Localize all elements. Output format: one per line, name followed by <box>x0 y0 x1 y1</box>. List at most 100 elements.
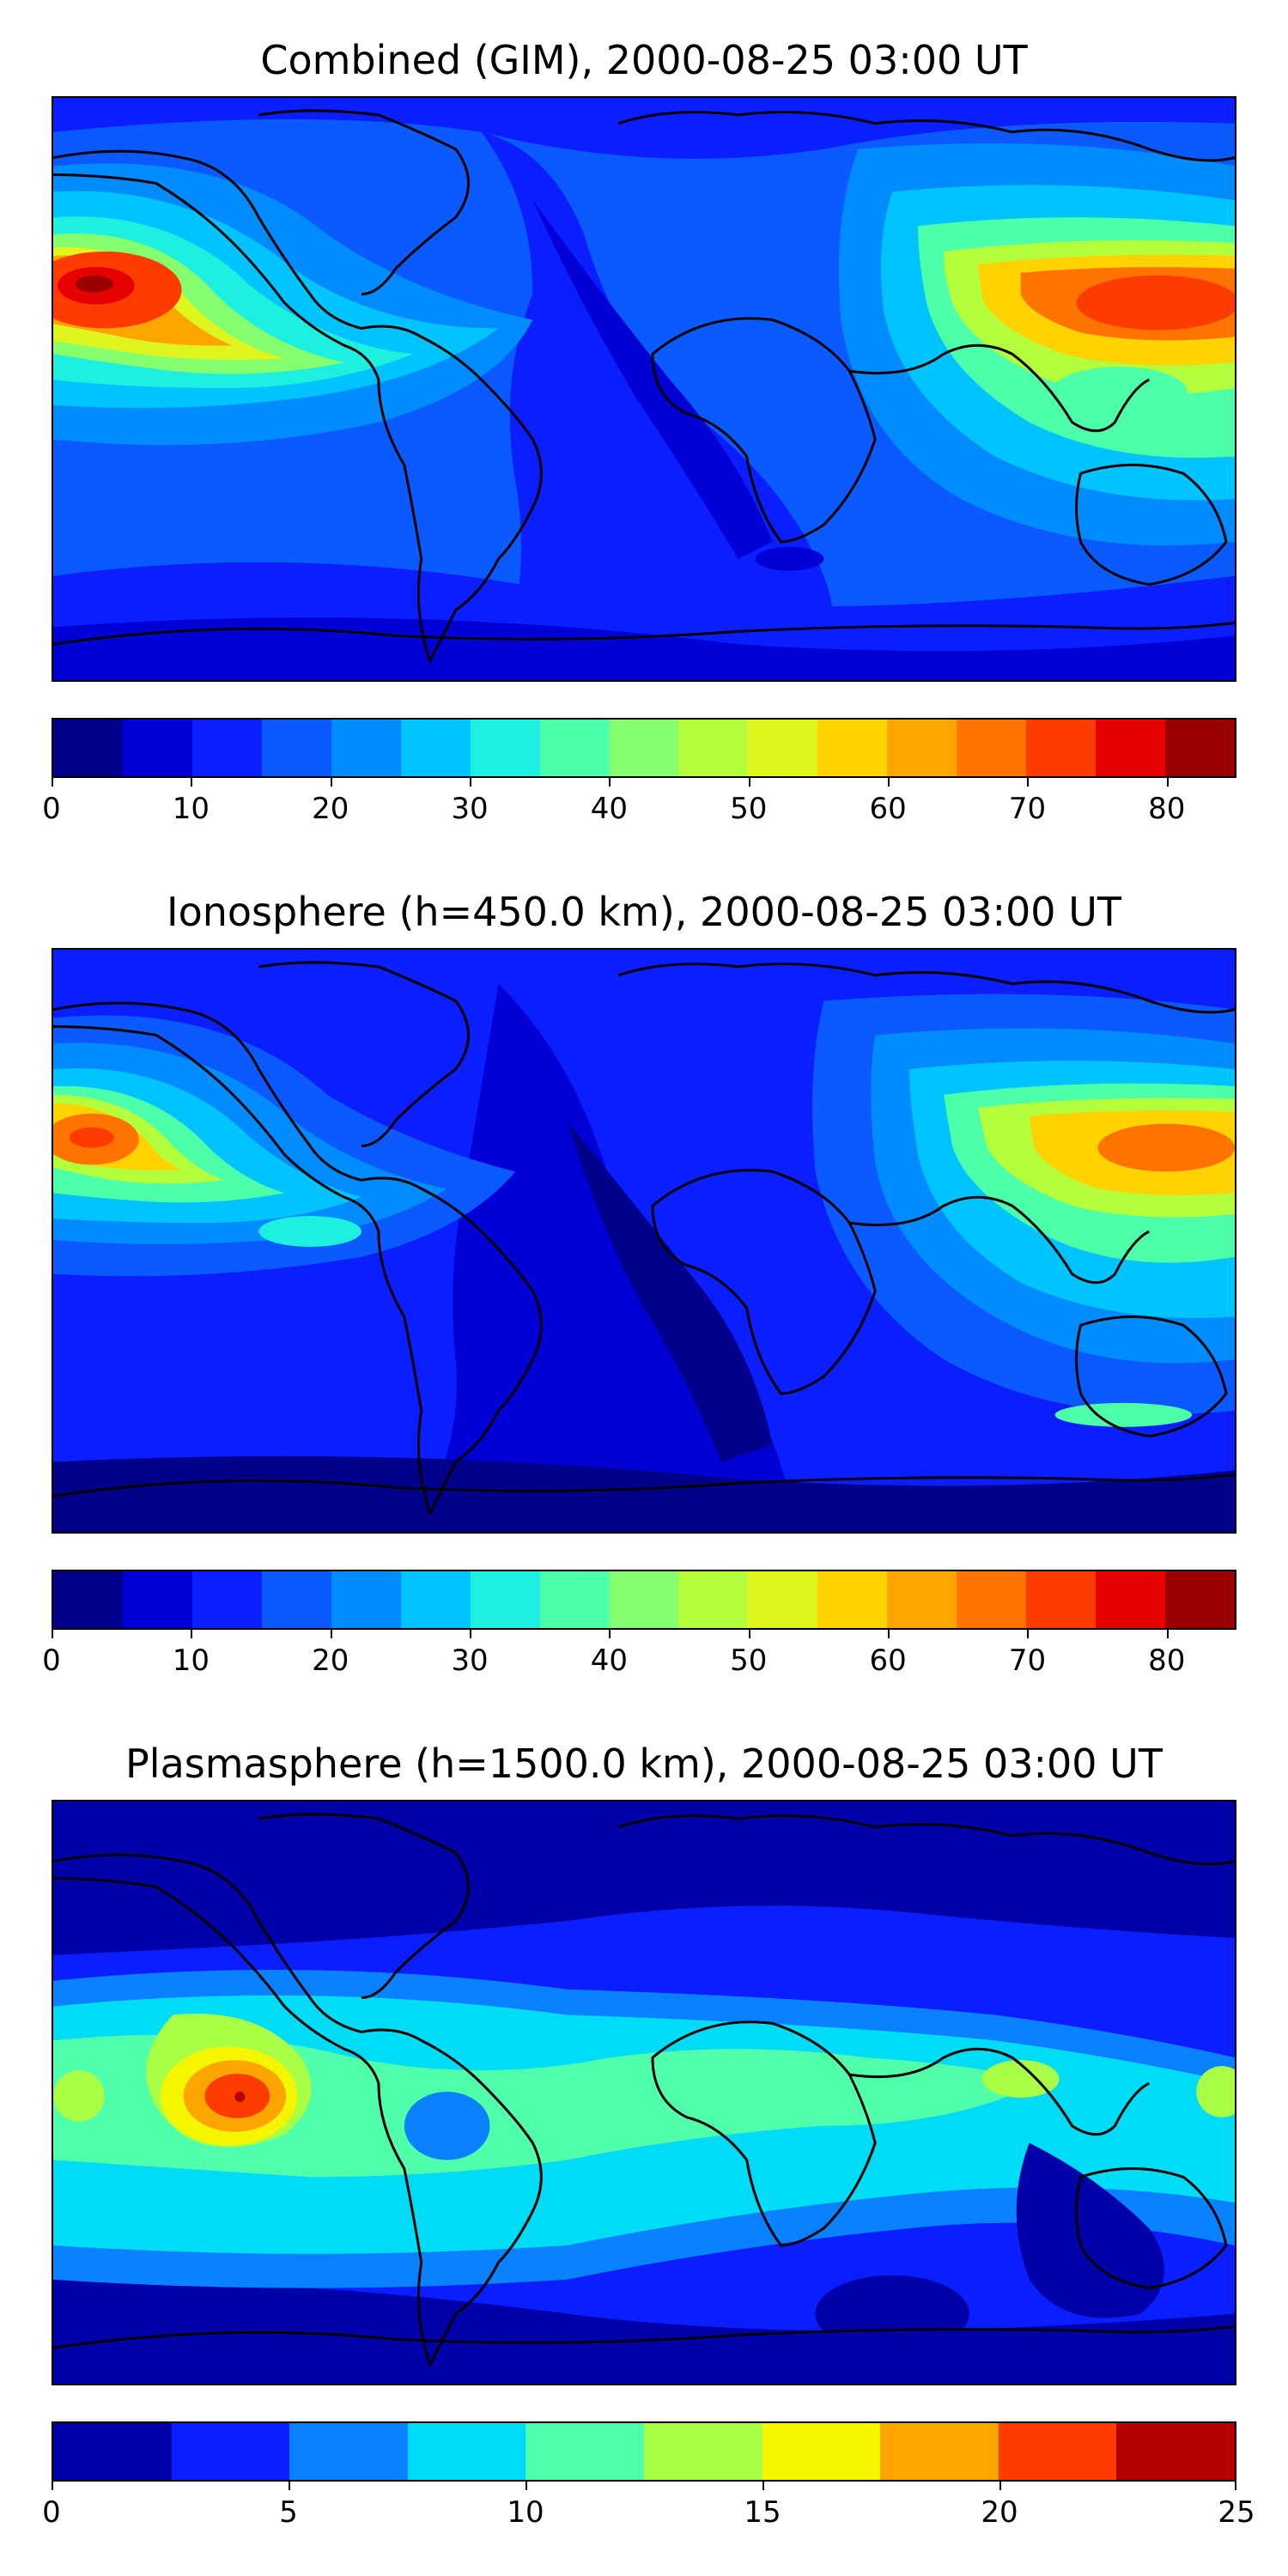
panel-title-plasmasphere: Plasmasphere (h=1500.0 km), 2000-08-25 0… <box>125 1741 1163 1787</box>
colorbar-tick <box>52 1630 53 1638</box>
colorbar-tick-label: 20 <box>981 2495 1018 2530</box>
colorbar-tick <box>470 1630 472 1638</box>
colorbar-segment <box>957 720 1027 776</box>
colorbar-tick <box>888 778 890 787</box>
colorbar-segment <box>191 720 262 776</box>
colorbar-segment <box>289 2423 408 2480</box>
colorbar-tick-label: 60 <box>869 1643 907 1678</box>
map-plasmasphere-svg <box>53 1801 1235 2384</box>
colorbar-tick-label: 15 <box>744 2495 781 2530</box>
colorbar-plasmasphere <box>52 2421 1236 2482</box>
map-combined-svg <box>53 98 1235 680</box>
colorbar-tick <box>470 778 472 787</box>
colorbar-tick-label: 10 <box>172 792 210 826</box>
colorbar-segment <box>609 720 679 776</box>
colorbar-tick-label: 30 <box>451 792 489 826</box>
colorbar-segment <box>609 1571 679 1628</box>
colorbar-tick-label: 40 <box>590 1643 629 1678</box>
colorbar-segment <box>998 2423 1117 2480</box>
colorbar-segment <box>748 720 818 776</box>
colorbar-tick-label: 5 <box>279 2495 298 2530</box>
colorbar-segment <box>53 720 123 776</box>
colorbar-combined <box>52 718 1236 778</box>
colorbar-segment <box>643 2423 762 2480</box>
colorbar-segment <box>122 1571 192 1628</box>
colorbar-tick-label: 0 <box>42 2495 61 2530</box>
map-plasmasphere <box>52 1800 1236 2385</box>
colorbar-tick-label: 70 <box>1008 792 1047 826</box>
colorbar-tick-label: 25 <box>1218 2495 1255 2530</box>
colorbar-tick <box>609 778 611 787</box>
colorbar-tick <box>1027 778 1030 787</box>
panel-title-combined: Combined (GIM), 2000-08-25 03:00 UT <box>260 37 1028 83</box>
colorbar-ticks-plasmasphere: 0 5 10 15 20 25 <box>42 2482 1255 2533</box>
colorbar-segment <box>817 720 888 776</box>
colorbar-tick <box>52 2482 53 2490</box>
colorbar-tick-label: 0 <box>42 792 61 826</box>
colorbar-segment <box>261 720 331 776</box>
colorbar-segment <box>526 2423 644 2480</box>
colorbar-ticks-ionosphere: 0 10 20 30 40 50 60 70 80 <box>42 1630 1236 1681</box>
colorbar-tick <box>1166 778 1169 787</box>
colorbar-segment <box>880 2423 999 2480</box>
colorbar-segment <box>407 2423 526 2480</box>
colorbar-segment <box>678 1571 749 1628</box>
colorbar-segment <box>470 1571 540 1628</box>
colorbar-tick-label: 20 <box>312 1643 349 1678</box>
colorbar-tick-label: 80 <box>1148 1643 1186 1678</box>
colorbar-segment <box>539 720 610 776</box>
colorbar-tick <box>52 778 53 787</box>
colorbar-segment <box>331 720 401 776</box>
map-ionosphere <box>52 948 1236 1534</box>
colorbar-tick <box>762 2482 764 2490</box>
colorbar-segment <box>1026 1571 1097 1628</box>
colorbar-tick-label: 40 <box>590 792 629 826</box>
colorbar-tick-label: 50 <box>730 1643 768 1678</box>
colorbar-tick-label: 10 <box>172 1643 210 1678</box>
colorbar-tick <box>888 1630 890 1638</box>
colorbar-segment <box>1165 1571 1235 1628</box>
map-combined <box>52 96 1236 682</box>
colorbar-segment <box>1165 720 1235 776</box>
colorbar-segment <box>1096 1571 1165 1628</box>
colorbar-tick-label: 50 <box>730 792 768 826</box>
colorbar-tick <box>191 1630 193 1638</box>
colorbar-segment <box>1026 720 1097 776</box>
colorbar-tick <box>330 778 332 787</box>
colorbar-segment <box>957 1571 1027 1628</box>
colorbar-tick <box>289 2482 290 2490</box>
colorbar-tick <box>526 2482 527 2490</box>
colorbar-tick-label: 20 <box>312 792 349 826</box>
colorbar-tick <box>1166 1630 1169 1638</box>
colorbar-segment <box>400 720 471 776</box>
colorbar-tick-label: 30 <box>451 1643 489 1678</box>
colorbar-segment <box>171 2423 290 2480</box>
colorbar-tick <box>609 1630 611 1638</box>
colorbar-tick <box>1027 1630 1030 1638</box>
colorbar-tick <box>748 778 750 787</box>
colorbar-segment <box>261 1571 331 1628</box>
colorbar-segment <box>53 2423 172 2480</box>
colorbar-tick-label: 10 <box>507 2495 544 2530</box>
colorbar-segment <box>748 1571 818 1628</box>
colorbar-tick <box>999 2482 1001 2490</box>
colorbar-segment <box>887 720 957 776</box>
colorbar-tick-label: 60 <box>869 792 907 826</box>
colorbar-segment <box>678 720 749 776</box>
colorbar-tick <box>330 1630 332 1638</box>
colorbar-segment <box>1096 720 1165 776</box>
colorbar-tick-label: 80 <box>1148 792 1186 826</box>
colorbar-ticks-combined: 0 10 20 30 40 50 60 70 80 <box>42 778 1236 829</box>
colorbar-segment <box>817 1571 888 1628</box>
map-ionosphere-svg <box>53 950 1235 1532</box>
colorbar-segment <box>887 1571 957 1628</box>
colorbar-segment <box>53 1571 123 1628</box>
colorbar-tick-label: 70 <box>1008 1643 1047 1678</box>
colorbar-tick <box>748 1630 750 1638</box>
colorbar-segment <box>400 1571 471 1628</box>
colorbar-tick-label: 0 <box>42 1643 61 1678</box>
colorbar-segment <box>1116 2423 1235 2480</box>
colorbar-ionosphere <box>52 1570 1236 1630</box>
colorbar-segment <box>122 720 192 776</box>
colorbar-segment <box>539 1571 610 1628</box>
